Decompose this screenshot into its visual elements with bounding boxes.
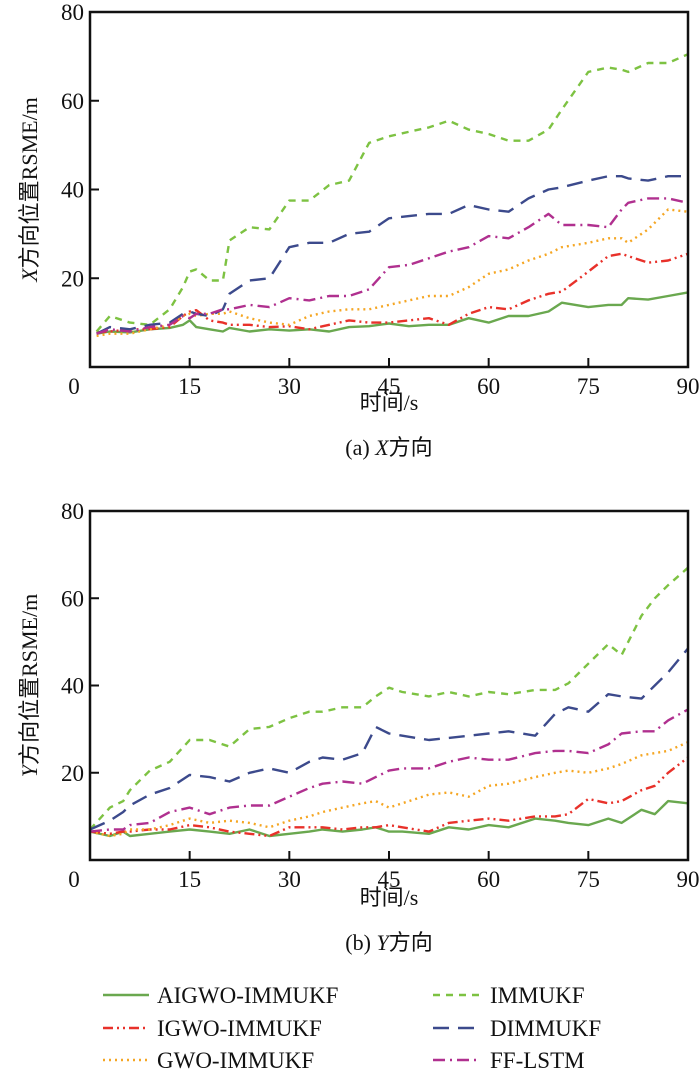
y-tick-label: 20 bbox=[61, 266, 84, 291]
x-tick-label: 30 bbox=[278, 374, 301, 399]
series-line-dimmukf-a bbox=[96, 174, 688, 335]
x-tick-label: 75 bbox=[577, 374, 600, 399]
caption-suffix-b: 方向 bbox=[389, 930, 433, 955]
caption-prefix-a: (a) bbox=[345, 435, 375, 460]
plot-frame-b bbox=[88, 509, 690, 862]
y-axis-label-rest-a: 方向位置RSME/m bbox=[17, 97, 42, 268]
x-tick-label: 60 bbox=[477, 867, 500, 892]
y-axis-label-rest-b: 方向位置RSME/m bbox=[17, 594, 42, 765]
y-tick-label: 20 bbox=[61, 761, 84, 786]
y-axis-label-var-b: Y bbox=[17, 762, 42, 777]
legend-label: DIMMUKF bbox=[490, 1016, 601, 1041]
x-axis-label-a: 时间/s bbox=[360, 390, 419, 415]
x-tick-label: 75 bbox=[577, 867, 600, 892]
series-line-aigwo-immukf-a bbox=[96, 291, 689, 335]
x-tick-label: 45 bbox=[378, 867, 401, 892]
legend-label: IGWO-IMMUKF bbox=[157, 1016, 322, 1041]
caption-a: (a) X方向 bbox=[345, 435, 432, 460]
plot-frame-a bbox=[88, 10, 690, 369]
legend-label: FF-LSTM bbox=[490, 1048, 585, 1073]
y-tick-label: 80 bbox=[61, 499, 84, 524]
y-tick-label: 80 bbox=[61, 0, 84, 25]
series-line-immukf-b bbox=[89, 566, 689, 831]
y-tick-label: 60 bbox=[61, 586, 84, 611]
y-tick-label: 40 bbox=[61, 674, 84, 699]
x-tick-label: 0 bbox=[68, 867, 80, 892]
series-line-ff-lstm-b bbox=[89, 708, 689, 833]
series-line-gwo-immukf-b bbox=[89, 741, 689, 838]
legend-item: AIGWO-IMMUKF bbox=[103, 983, 338, 1008]
x-tick-label: 15 bbox=[178, 867, 201, 892]
x-tick-label: 45 bbox=[378, 374, 401, 399]
ticks-a: 0 15 30 45 60 75 90 20 40 60 80 bbox=[61, 0, 700, 399]
caption-suffix-a: 方向 bbox=[389, 435, 433, 460]
legend-label: GWO-IMMUKF bbox=[157, 1048, 314, 1073]
caption-b: (b) Y方向 bbox=[345, 930, 432, 955]
legend-label: AIGWO-IMMUKF bbox=[157, 983, 338, 1008]
series-line-dimmukf-b bbox=[89, 647, 689, 831]
caption-prefix-b: (b) bbox=[345, 930, 376, 955]
legend-label: IMMUKF bbox=[490, 983, 585, 1008]
series-line-igwo-immukf-b bbox=[89, 756, 689, 838]
plot-lines-a bbox=[95, 53, 689, 338]
caption-var-b: Y bbox=[376, 930, 391, 955]
plot-lines-b bbox=[89, 566, 689, 838]
series-line-igwo-immukf-a bbox=[96, 252, 689, 334]
series-line-ff-lstm-a bbox=[96, 197, 689, 335]
legend-item: FF-LSTM bbox=[433, 1048, 585, 1073]
series-line-aigwo-immukf-b bbox=[89, 799, 689, 838]
legend-item: DIMMUKF bbox=[433, 1016, 601, 1041]
x-tick-label: 90 bbox=[677, 374, 700, 399]
legend-item: GWO-IMMUKF bbox=[103, 1048, 314, 1073]
ticks-b: 0 15 30 45 60 75 90 20 40 60 80 bbox=[61, 499, 700, 892]
series-line-gwo-immukf-a bbox=[96, 208, 689, 338]
y-tick-label: 60 bbox=[61, 89, 84, 114]
series-line-immukf-a bbox=[95, 53, 689, 333]
x-tick-label: 60 bbox=[477, 374, 500, 399]
legend: AIGWO-IMMUKF IMMUKF IGWO-IMMUKF DIMMUKF GWO-… bbox=[103, 983, 601, 1073]
legend-item: IGWO-IMMUKF bbox=[103, 1016, 322, 1041]
y-axis-label-b: Y方向位置RSME/m bbox=[17, 594, 42, 777]
caption-var-a: X bbox=[374, 435, 390, 460]
y-tick-label: 40 bbox=[61, 178, 84, 203]
x-tick-label: 0 bbox=[68, 374, 80, 399]
x-tick-label: 90 bbox=[677, 867, 700, 892]
x-axis-label-b: 时间/s bbox=[360, 885, 419, 910]
y-axis-label-a: X方向位置RSME/m bbox=[17, 97, 42, 283]
y-axis-label-var-a: X bbox=[17, 267, 42, 283]
x-tick-label: 30 bbox=[278, 867, 301, 892]
legend-item: IMMUKF bbox=[433, 983, 585, 1008]
x-tick-label: 15 bbox=[178, 374, 201, 399]
